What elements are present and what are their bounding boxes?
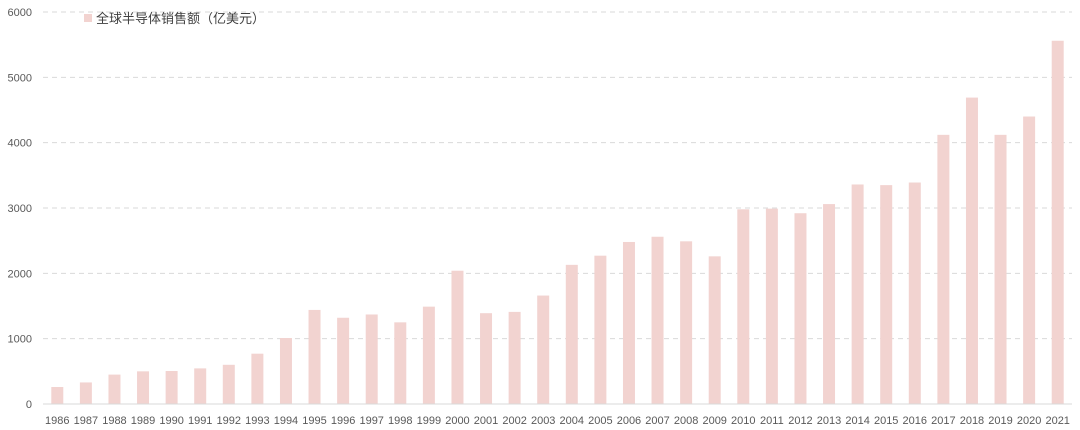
x-tick-label: 1991 <box>188 415 212 427</box>
bar-2019 <box>994 134 1007 404</box>
x-tick-label: 2003 <box>531 415 555 427</box>
x-tick-label: 2020 <box>1017 415 1041 427</box>
x-tick-label: 2017 <box>931 415 955 427</box>
x-tick-label: 2016 <box>903 415 927 427</box>
bar-1996 <box>337 317 350 404</box>
x-tick-label: 2012 <box>788 415 812 427</box>
bar-2017 <box>937 134 950 404</box>
x-tick-label: 2011 <box>760 415 784 427</box>
y-tick-label: 2000 <box>8 268 32 280</box>
x-tick-label: 2002 <box>502 415 526 427</box>
y-tick-label: 3000 <box>8 203 32 215</box>
bar-1990 <box>165 371 178 404</box>
legend-label: 全球半导体销售额（亿美元） <box>96 11 265 27</box>
x-tick-label: 2014 <box>845 415 869 427</box>
x-tick-label: 2000 <box>445 415 469 427</box>
x-tick-label: 1994 <box>274 415 298 427</box>
bar-1998 <box>394 322 407 404</box>
x-tick-label: 1995 <box>302 415 326 427</box>
x-tick-label: 2007 <box>645 415 669 427</box>
x-tick-label: 1999 <box>417 415 441 427</box>
bar-2003 <box>537 295 550 404</box>
bar-1994 <box>279 338 292 404</box>
y-tick-label: 1000 <box>8 334 32 346</box>
bar-1999 <box>422 306 435 404</box>
x-tick-label: 2005 <box>588 415 612 427</box>
bar-2011 <box>765 208 778 404</box>
bar-2000 <box>451 270 464 404</box>
bar-2009 <box>708 256 721 404</box>
bar-2014 <box>851 184 864 404</box>
bar-2012 <box>794 213 807 404</box>
x-tick-label: 1989 <box>131 415 155 427</box>
bar-1988 <box>108 374 121 404</box>
y-tick-label: 0 <box>26 399 32 411</box>
bar-2004 <box>565 264 578 404</box>
y-tick-label: 5000 <box>8 72 32 84</box>
x-tick-label: 1993 <box>245 415 269 427</box>
bar-2002 <box>508 311 521 404</box>
bar-1986 <box>51 387 64 404</box>
bar-2018 <box>965 97 978 404</box>
x-tick-label: 1990 <box>159 415 183 427</box>
x-tick-label: 2018 <box>960 415 984 427</box>
bar-1995 <box>308 309 321 404</box>
x-tick-label: 1996 <box>331 415 355 427</box>
x-tick-label: 1992 <box>217 415 241 427</box>
x-tick-label: 1986 <box>45 415 69 427</box>
bar-1997 <box>365 314 378 404</box>
x-tick-label: 2004 <box>560 415 584 427</box>
legend-swatch <box>84 14 92 22</box>
bar-2001 <box>480 313 493 404</box>
gridlines <box>43 11 1072 340</box>
x-tick-label: 2009 <box>702 415 726 427</box>
bar-2013 <box>823 204 836 404</box>
legend: 全球半导体销售额（亿美元） <box>84 11 265 27</box>
bar-1991 <box>194 368 207 404</box>
x-tick-label: 1988 <box>102 415 126 427</box>
x-tick-label: 2008 <box>674 415 698 427</box>
bar-2016 <box>908 182 921 404</box>
bar-1992 <box>222 364 235 404</box>
x-tick-label: 1997 <box>359 415 383 427</box>
bar-2010 <box>737 209 750 404</box>
bar-2007 <box>651 236 664 404</box>
bar-1987 <box>79 382 92 404</box>
x-tick-labels: 1986 1987 1988 1989 1990 1991 1992 1993 1994 1995… <box>45 415 1070 427</box>
bar-2006 <box>622 241 635 404</box>
y-tick-label: 6000 <box>8 7 32 19</box>
x-tick-label: 2021 <box>1045 415 1069 427</box>
bar-2005 <box>594 255 607 404</box>
bar-2015 <box>880 185 893 404</box>
x-tick-label: 2001 <box>474 415 498 427</box>
bar-1993 <box>251 353 264 404</box>
x-tick-label: 2019 <box>988 415 1012 427</box>
y-tick-label: 4000 <box>8 138 32 150</box>
bars <box>51 40 1064 404</box>
bar-1989 <box>137 371 150 404</box>
bar-2008 <box>680 241 693 404</box>
x-tick-label: 2015 <box>874 415 898 427</box>
x-tick-label: 2013 <box>817 415 841 427</box>
bar-2020 <box>1023 116 1036 404</box>
y-tick-labels: 0 1000 2000 3000 4000 5000 6000 <box>8 7 32 411</box>
bar-2021 <box>1051 40 1064 404</box>
x-tick-label: 2010 <box>731 415 755 427</box>
x-tick-label: 1987 <box>74 415 98 427</box>
x-tick-label: 1998 <box>388 415 412 427</box>
x-tick-label: 2006 <box>617 415 641 427</box>
